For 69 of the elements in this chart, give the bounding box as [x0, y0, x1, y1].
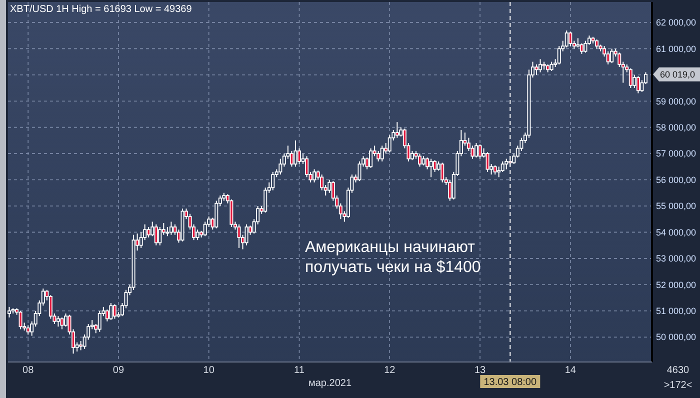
candlestick [418, 153, 422, 168]
candlestick [237, 224, 241, 248]
candlestick [244, 224, 248, 246]
candlestick [493, 164, 497, 176]
candlestick [169, 221, 173, 236]
x-tick-label: 10 [203, 365, 215, 376]
candlestick [79, 340, 83, 351]
candlestick [60, 316, 64, 330]
x-axis-title: мар.2021 [308, 378, 352, 389]
x-tick-label: 14 [564, 365, 576, 376]
candlestick [8, 306, 12, 318]
candlestick [478, 144, 482, 160]
candlestick [369, 148, 373, 168]
ref-line-label: 13.03 08:00 [484, 377, 537, 388]
candlestick [109, 302, 113, 321]
candlestick [196, 229, 200, 241]
candlestick [576, 38, 580, 48]
candlestick [486, 152, 490, 172]
candlestick [56, 316, 60, 328]
candlestick [534, 64, 538, 76]
candlestick [380, 145, 384, 162]
x-tick-label: 08 [22, 365, 34, 376]
x-tick-label: 12 [384, 365, 396, 376]
y-tick-label: 53 000,00 [656, 254, 696, 264]
candlestick [429, 158, 433, 178]
candlestick [112, 304, 116, 320]
y-tick-label: 54 000,00 [656, 227, 696, 238]
text: >172< [664, 380, 692, 391]
x-tick-label: 09 [112, 365, 124, 376]
candlestick [294, 140, 298, 168]
y-tick-label: 50 000,00 [656, 332, 696, 342]
x-tick-label: 11 [294, 365, 305, 376]
y-tick-label: 59 000,00 [656, 96, 696, 106]
candlestick [550, 61, 554, 72]
text: 60 019,0 [660, 70, 696, 80]
candlestick [98, 310, 102, 332]
y-tick-label: 56 000,00 [656, 174, 696, 185]
y-tick-label: 61 000,00 [656, 44, 696, 54]
candlestick [105, 309, 109, 322]
candlestick [504, 158, 508, 170]
y-tick-label: 52 000,00 [656, 280, 696, 290]
candlestick [595, 38, 599, 50]
text: 4630 [666, 365, 690, 376]
candlestick [636, 76, 640, 94]
candlestick [158, 226, 162, 246]
y-tick-label: 55 000,00 [656, 201, 696, 212]
candlestick [538, 58, 542, 73]
candlestick [154, 224, 158, 246]
candlestick [564, 30, 568, 48]
chart-title: XBT/USD 1H High = 61693 Low = 49369 [10, 4, 192, 15]
candlestick [422, 156, 426, 166]
candlestick [297, 148, 301, 165]
candlestick [18, 310, 22, 330]
candlestick [440, 162, 444, 183]
candlestick [610, 48, 614, 64]
candlestick [312, 168, 316, 183]
candlestick [146, 226, 150, 238]
candlestick [271, 171, 275, 191]
y-tick-label: 62 000,00 [656, 18, 696, 28]
annotation: Американцы начинают получать чеки на $1400 [305, 239, 481, 276]
x-tick-label: 13 [474, 365, 486, 376]
candlestick [395, 122, 399, 138]
y-tick-label: 57 000,00 [656, 148, 696, 159]
y-tick-label: 58 000,00 [656, 122, 696, 132]
y-tick-label: 51 000,00 [656, 306, 696, 316]
candlestick [568, 31, 572, 47]
candlestick [26, 324, 30, 335]
candlestick [474, 142, 478, 158]
candlestick [628, 68, 632, 88]
